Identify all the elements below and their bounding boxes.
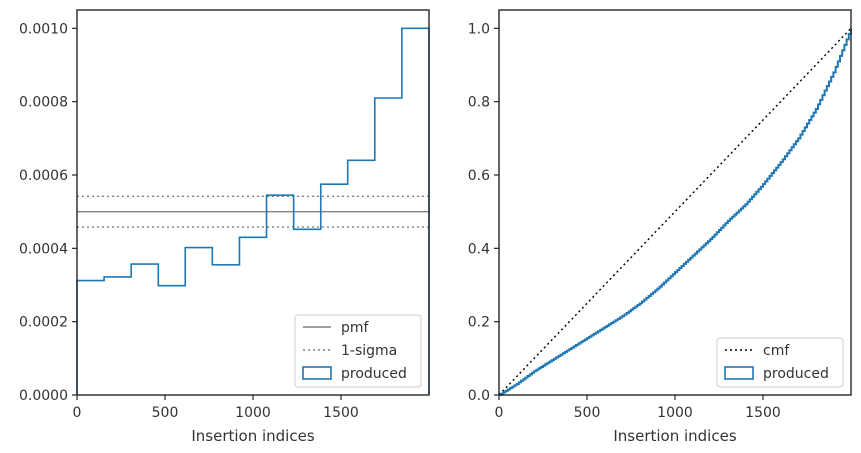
legend-label-pmf: pmf — [341, 320, 370, 336]
y-tick-label: 0.8 — [468, 95, 490, 111]
y-tick-label: 1.0 — [468, 21, 490, 37]
legend: cmf produced — [716, 337, 844, 388]
y-tick-label: 0.0 — [468, 388, 490, 404]
x-tick-label: 1500 — [323, 405, 359, 421]
x-axis-label: Insertion indices — [191, 427, 314, 445]
y-tick-label: 0.2 — [468, 315, 490, 331]
chart-panel-1: 0 500 1000 1500 0.0000 0.0002 0.0004 0.0006 0.00… — [19, 9, 430, 445]
x-tick-label: 1500 — [745, 405, 781, 421]
x-tick-label: 500 — [152, 405, 179, 421]
legend-handle-produced — [724, 366, 754, 380]
x-tick-label: 1000 — [235, 405, 271, 421]
y-tick-label: 0.0010 — [19, 21, 68, 37]
legend: pmf 1-sigma produced — [294, 314, 422, 388]
y-tick-label: 0.0002 — [19, 315, 68, 331]
x-tick-label: 0 — [495, 405, 504, 421]
x-tick-label: 0 — [73, 405, 82, 421]
legend-label-produced: produced — [341, 366, 407, 382]
legend-label-produced: produced — [763, 366, 829, 382]
y-tick-label: 0.0000 — [19, 388, 68, 404]
y-tick-label: 0.6 — [468, 168, 490, 184]
y-tick-label: 0.4 — [468, 241, 490, 257]
x-tick-label: 1000 — [657, 405, 693, 421]
series-produced-cumulative — [499, 28, 852, 396]
y-tick-label: 0.0004 — [19, 241, 68, 257]
legend-box — [294, 314, 422, 388]
x-tick-label: 500 — [574, 405, 601, 421]
series-produced-histogram — [76, 27, 430, 395]
y-tick-label: 0.0008 — [19, 95, 68, 111]
legend-label-cmf: cmf — [763, 343, 790, 359]
x-axis-label: Insertion indices — [613, 427, 736, 445]
legend-box — [716, 337, 844, 388]
legend-label-1-sigma: 1-sigma — [341, 343, 397, 359]
chart-panel-2: 0 500 1000 1500 0.0 0.2 0.4 0.6 0.8 1.0 Insertion … — [468, 9, 852, 445]
legend-handle-produced — [302, 366, 332, 380]
y-tick-label: 0.0006 — [19, 168, 68, 184]
